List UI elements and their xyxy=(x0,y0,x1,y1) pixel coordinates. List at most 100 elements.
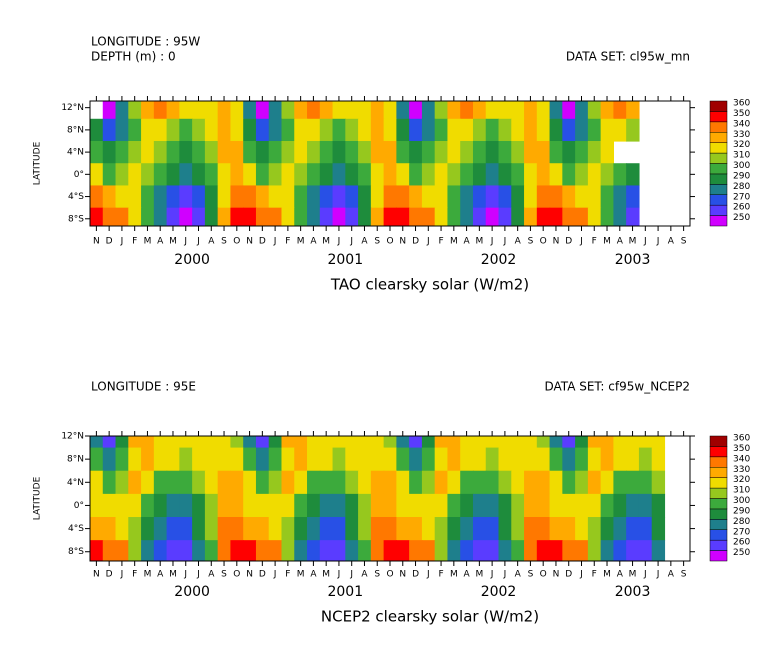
cell xyxy=(396,118,410,142)
cell xyxy=(562,141,576,164)
cell xyxy=(217,436,232,449)
cell xyxy=(421,470,436,495)
cell xyxy=(268,493,283,518)
x-tick-label: F xyxy=(285,570,290,580)
x-tick-label: A xyxy=(515,237,522,247)
cell xyxy=(243,517,257,541)
cell xyxy=(141,517,155,541)
cell xyxy=(472,470,487,495)
cell xyxy=(90,118,104,142)
legend-swatch xyxy=(709,204,728,216)
cell xyxy=(511,493,525,518)
cell xyxy=(268,207,283,226)
cell xyxy=(217,493,232,518)
x-tick-label: J xyxy=(337,570,341,580)
cell xyxy=(102,493,117,518)
legend-label: 320 xyxy=(733,475,750,485)
cell xyxy=(485,470,500,495)
cell xyxy=(281,447,295,472)
cell xyxy=(345,141,359,164)
cell xyxy=(511,517,525,541)
cell xyxy=(472,185,487,209)
cell xyxy=(575,185,589,209)
cell xyxy=(383,447,397,472)
year-label: 2003 xyxy=(615,252,651,268)
cell xyxy=(600,163,615,187)
cell xyxy=(217,101,232,120)
legend-swatch xyxy=(709,539,728,551)
cell xyxy=(332,436,346,449)
cell xyxy=(383,207,397,226)
cell xyxy=(651,436,666,449)
cell xyxy=(294,141,308,164)
cell xyxy=(498,470,512,495)
cell xyxy=(179,447,193,472)
x-tick-label: O xyxy=(233,570,240,580)
cell xyxy=(204,436,219,449)
cell xyxy=(460,163,474,187)
cell xyxy=(460,447,474,472)
legend-label: 280 xyxy=(733,517,750,527)
cell xyxy=(536,493,551,518)
cell xyxy=(536,185,551,209)
x-tick-label: M xyxy=(450,237,458,247)
cell xyxy=(498,141,512,164)
x-tick-label: J xyxy=(503,237,507,247)
legend-swatch xyxy=(709,215,728,227)
cell xyxy=(166,101,180,120)
cell xyxy=(128,436,142,449)
cell xyxy=(472,436,487,449)
cell xyxy=(294,447,308,472)
cell xyxy=(613,101,627,120)
cell xyxy=(524,517,538,541)
cell xyxy=(281,470,295,495)
cell xyxy=(281,185,295,209)
cell xyxy=(421,141,436,164)
cell xyxy=(434,185,449,209)
cell xyxy=(370,185,385,209)
cell xyxy=(102,185,117,209)
cell xyxy=(421,447,436,472)
cell xyxy=(153,207,168,226)
cell xyxy=(383,185,397,209)
cell xyxy=(587,540,602,561)
cell xyxy=(524,470,538,495)
cell xyxy=(128,141,142,164)
x-tick-label: J xyxy=(579,237,583,247)
cell xyxy=(613,517,627,541)
chart-title: TAO clearsky solar (W/m2) xyxy=(330,276,529,294)
legend-label: 280 xyxy=(733,182,750,192)
x-tick-label: N xyxy=(93,570,100,580)
cell xyxy=(626,447,640,472)
cell xyxy=(421,163,436,187)
cell xyxy=(370,118,385,142)
cell xyxy=(460,540,474,561)
chart-title: NCEP2 clearsky solar (W/m2) xyxy=(321,608,539,626)
cell xyxy=(396,540,410,561)
cell xyxy=(294,101,308,120)
cell xyxy=(409,163,423,187)
cell xyxy=(511,470,525,495)
cell xyxy=(383,141,397,164)
header-text: LONGITUDE : 95W xyxy=(91,35,200,49)
cell xyxy=(268,436,283,449)
cell xyxy=(409,540,423,561)
cell xyxy=(243,470,257,495)
cell xyxy=(511,540,525,561)
x-tick-label: O xyxy=(540,237,547,247)
cell xyxy=(102,163,117,187)
dataset-label: DATA SET: cl95w_mn xyxy=(566,50,690,64)
cell xyxy=(562,207,576,226)
cell xyxy=(192,470,206,495)
x-tick-label: S xyxy=(681,237,687,247)
cell xyxy=(141,436,155,449)
cell xyxy=(485,540,500,561)
cell xyxy=(447,118,461,142)
x-tick-label: N xyxy=(246,237,253,247)
x-tick-label: A xyxy=(208,237,215,247)
cell xyxy=(651,493,666,518)
cell xyxy=(524,540,538,561)
cell xyxy=(128,517,142,541)
cell xyxy=(345,517,359,541)
y-tick-label: 0° xyxy=(74,501,84,511)
